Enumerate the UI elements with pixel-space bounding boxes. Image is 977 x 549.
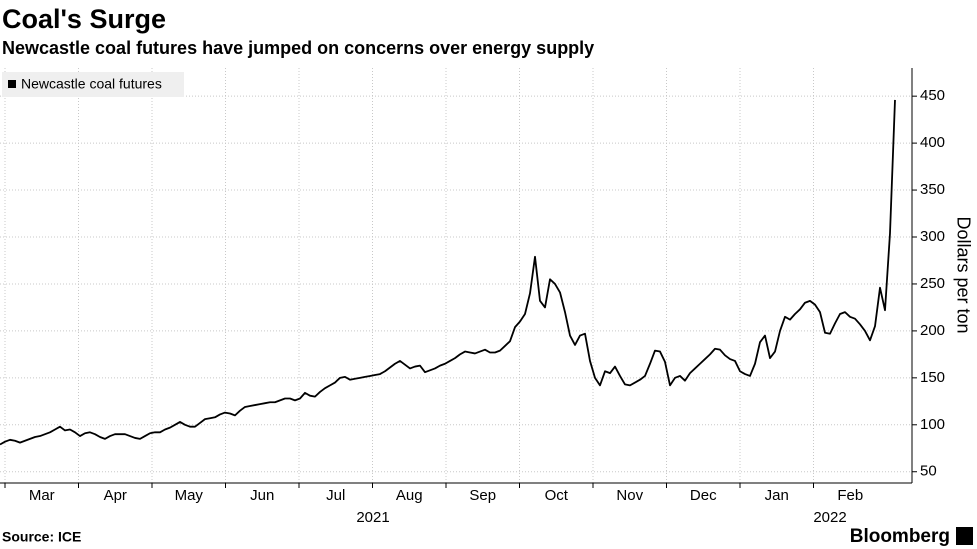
x-tick-label: Oct [545,487,569,504]
x-tick-label: Jul [326,487,345,504]
x-tick-label: Jan [765,487,789,504]
y-tick-label: 150 [920,369,945,386]
legend-label: Newcastle coal futures [21,76,162,92]
chart-subtitle: Newcastle coal futures have jumped on co… [2,38,594,58]
x-tick-label: Dec [690,487,717,504]
x-tick-label: Mar [29,487,55,504]
y-axis-label: Dollars per ton [953,216,973,333]
legend: Newcastle coal futures [2,72,184,97]
y-tick-label: 350 [920,181,945,198]
y-tick-label: 450 [920,87,945,104]
x-tick-label: Sep [469,487,496,504]
year-label: 2021 [356,509,389,526]
x-tick-label: Jun [250,487,274,504]
legend-swatch [8,80,16,88]
y-tick-label: 100 [920,416,945,433]
brand-icon [956,527,973,545]
year-label: 2022 [813,509,846,526]
y-tick-label: 250 [920,275,945,292]
source: Source: ICE [2,529,81,545]
y-tick-label: 200 [920,322,945,339]
series-line [0,99,896,446]
y-tick-label: 50 [920,463,937,480]
x-tick-label: Apr [104,487,127,504]
y-tick-label: 400 [920,134,945,151]
legend-background [2,72,184,97]
brand: Bloomberg [850,526,950,547]
x-tick-label: Feb [837,487,863,504]
y-tick-label: 300 [920,228,945,245]
chart-title: Coal's Surge [2,4,166,34]
x-tick-label: Aug [396,487,423,504]
x-tick-label: Nov [616,487,643,504]
x-tick-label: May [175,487,204,504]
